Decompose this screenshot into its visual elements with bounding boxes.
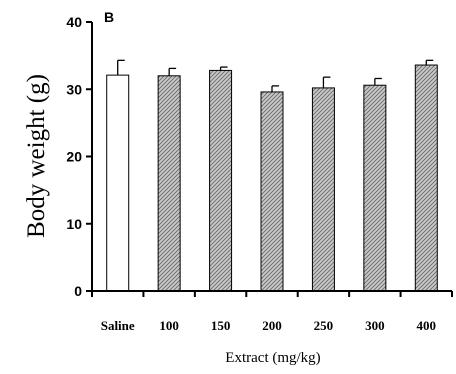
y-axis: 0 10 20 30 40 xyxy=(66,14,93,299)
bar-250 xyxy=(311,87,335,292)
x-axis-label: Extract (mg/kg) xyxy=(225,350,320,366)
bar-Saline xyxy=(106,74,130,292)
x-tick-label: 150 xyxy=(211,318,231,333)
x-tick-label: 400 xyxy=(417,318,437,333)
bar-200 xyxy=(260,91,284,292)
y-tick-label: 40 xyxy=(66,14,82,30)
x-tick-label: Saline xyxy=(101,318,135,333)
bar-400 xyxy=(414,64,438,292)
y-axis-label: Body weight (g) xyxy=(23,74,50,238)
x-axis: Saline 100 150 200 250 300 400 xyxy=(91,290,453,333)
y-tick-label: 30 xyxy=(66,81,82,97)
bar-300 xyxy=(363,84,387,292)
y-tick-label: 0 xyxy=(74,283,82,299)
bar-100 xyxy=(157,75,181,292)
x-tick-label: 250 xyxy=(314,318,334,333)
x-tick-label: 100 xyxy=(159,318,179,333)
y-tick-label: 20 xyxy=(66,149,82,165)
y-tick-label: 10 xyxy=(66,216,82,232)
x-tick-label: 200 xyxy=(262,318,282,333)
panel-label: B xyxy=(104,9,114,25)
bars xyxy=(106,59,438,292)
x-tick-label: 300 xyxy=(365,318,385,333)
bar-150 xyxy=(209,69,233,292)
